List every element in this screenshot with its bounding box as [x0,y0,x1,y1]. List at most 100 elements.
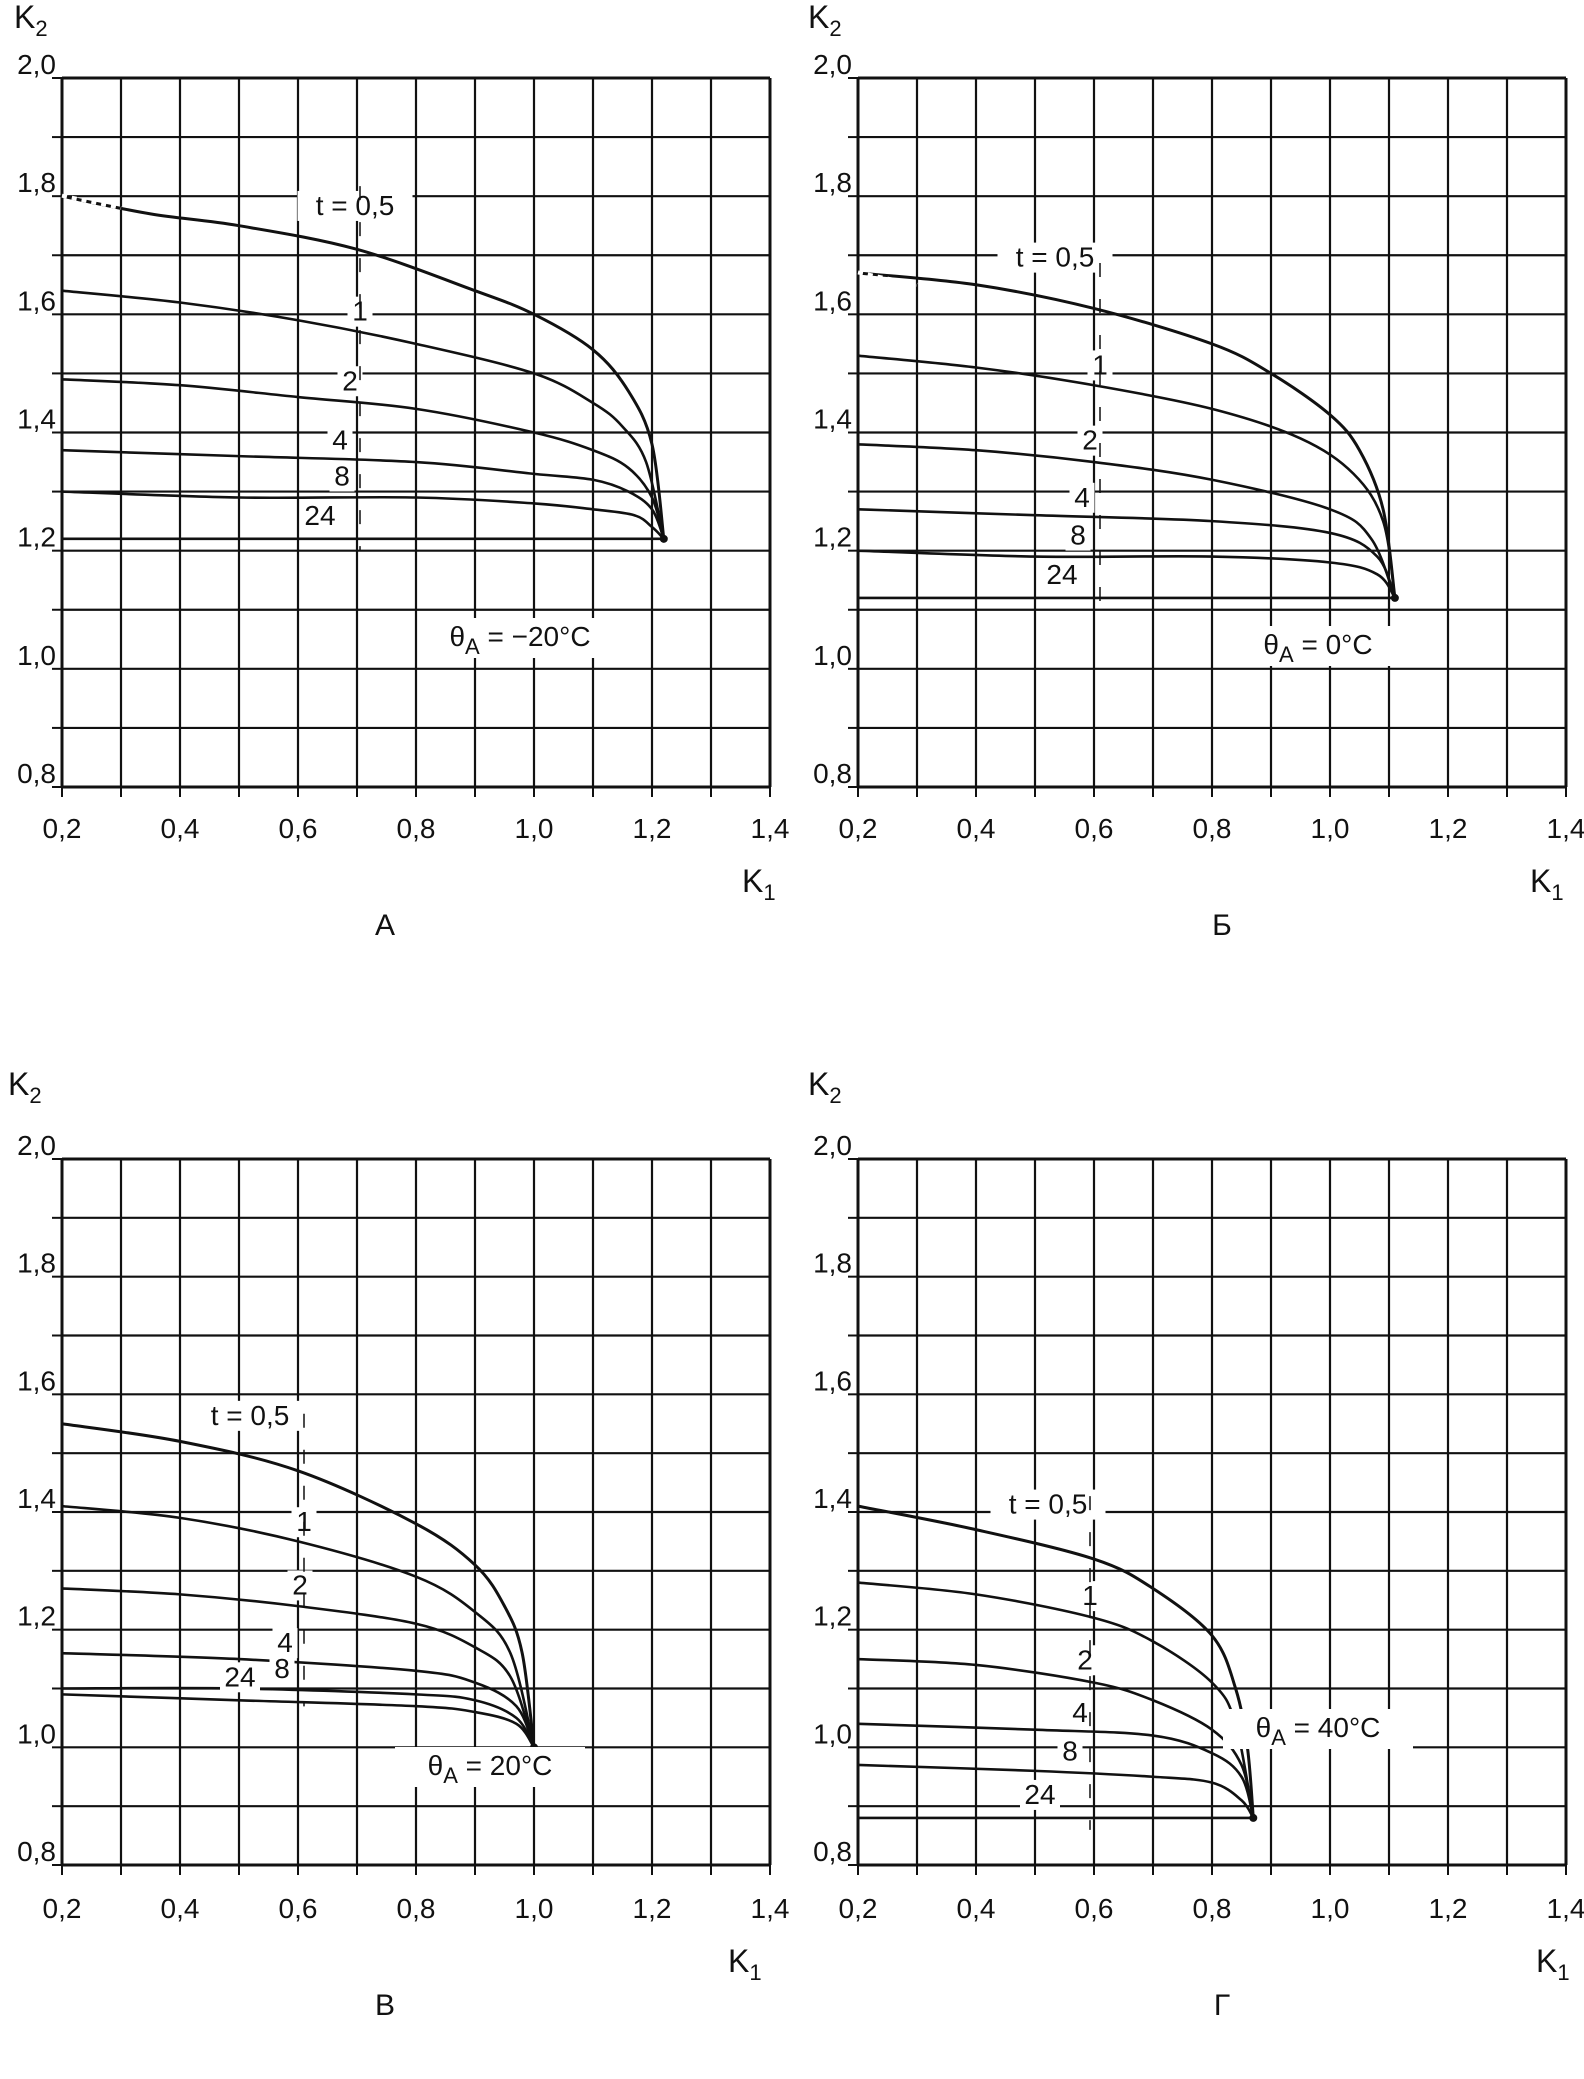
series-line [857,549,1397,599]
x-tick-label: 1,2 [1429,1893,1468,1924]
chart-panel: 0,2 0,4 0,6 0,8 1,0 1,2 1,4 2,0 1,8 1,6 1,4 1,2 1,0 0… [14,0,789,942]
series-label: 8 [274,1653,290,1684]
series-label: t = 0,5 [1016,242,1095,273]
y-tick-label: 0,8 [17,1836,56,1867]
series-label: 8 [1062,1736,1078,1767]
series-label: 2 [292,1569,308,1600]
series-label-background [192,1400,308,1431]
y-tick-label: 1,2 [813,1601,852,1632]
series-line [857,354,1397,599]
ambient-temperature-label: θA = 0°C [1263,629,1372,667]
x-tick-label: 0,4 [161,813,200,844]
y-tick-label: 1,2 [17,522,56,553]
series-label-background [1057,1736,1083,1767]
y-tick-label: 1,6 [813,285,852,316]
ambient-theta: θ [428,1750,444,1781]
series-label: 24 [304,500,335,531]
y-tick-label: 0,8 [813,758,852,789]
y-tick-label: 2,0 [17,49,56,80]
series-label-background [327,425,353,456]
series-line [61,1686,536,1748]
series-label-background [997,242,1113,273]
series-label: t = 0,5 [1009,1489,1088,1520]
y-tick-label: 2,0 [813,1130,852,1161]
y-tick-label: 1,6 [813,1365,852,1396]
series-label-background [329,461,355,492]
x-axis-label-main: K [1530,863,1551,899]
y-axis-label: K2 [14,0,48,41]
chart-panel: 0,2 0,4 0,6 0,8 1,0 1,2 1,4 2,0 1,8 1,6 1,4 1,2 1,0 0… [808,1066,1584,2022]
series-label: 24 [1024,1779,1055,1810]
x-tick-label: 0,4 [161,1893,200,1924]
series-label-background [1067,1697,1093,1728]
x-tick-label: 1,2 [633,813,672,844]
y-tick-label: 2,0 [17,1130,56,1161]
series-label-background [220,1662,260,1693]
convergence-point [1249,1813,1258,1822]
x-tick-label: 1,0 [1311,813,1350,844]
series-line [857,443,1397,599]
ambient-theta: θ [1263,629,1279,660]
y-tick-label: 1,2 [813,522,852,553]
series-line [61,490,665,540]
series-label: 8 [1070,520,1086,551]
y-tick-label: 1,8 [813,1248,852,1279]
ambient-temperature-label: θA = 40°C [1256,1712,1381,1750]
series-line [61,1422,536,1748]
annotation-background [1223,1709,1413,1749]
x-tick-label: 0,8 [1193,1893,1232,1924]
series-line [61,1504,536,1748]
series-line [61,1693,536,1749]
y-axis-label-subscript: 2 [829,1083,841,1108]
y-tick-label: 0,8 [813,1836,852,1867]
y-tick-label: 1,2 [17,1601,56,1632]
ambient-value: = 40°C [1286,1712,1380,1743]
series-label: 24 [224,1661,255,1692]
series-label: 2 [1077,1644,1093,1675]
x-tick-label: 0,4 [957,1893,996,1924]
y-tick-label: 1,4 [17,1483,56,1514]
series-label: 4 [332,425,348,456]
series-line [857,1763,1255,1819]
series-label: t = 0,5 [316,190,395,221]
ambient-subscript: A [1279,642,1294,667]
chart-panel: 0,2 0,4 0,6 0,8 1,0 1,2 1,4 2,0 1,8 1,6 1,4 1,2 1,0 0… [8,1066,789,2022]
series-line [61,194,666,540]
series-line [857,1722,1255,1819]
ambient-value: = −20°C [480,621,591,652]
ambient-value: = 0°C [1294,629,1373,660]
x-tick-label: 0,2 [43,813,82,844]
series-label-background [300,500,340,531]
x-tick-label: 0,8 [397,813,436,844]
convergence-point [659,534,668,543]
series-line [857,271,1397,599]
y-tick-label: 1,6 [17,1365,56,1396]
x-tick-label: 1,0 [515,1893,554,1924]
series-label: 1 [1092,349,1108,380]
annotation-background [395,1747,585,1787]
x-tick-label: 1,4 [751,813,790,844]
y-axis-label: K2 [808,1066,842,1108]
ambient-value: = 20°C [458,1750,552,1781]
x-tick-label: 1,0 [515,813,554,844]
x-axis-label-main: K [728,1943,749,1979]
series-label: 4 [277,1627,293,1658]
series-label: 8 [334,460,350,491]
x-tick-label: 1,4 [1547,813,1584,844]
y-tick-label: 2,0 [813,49,852,80]
series-label-background [1042,559,1082,590]
annotation-background [1223,626,1413,666]
series-line [61,448,666,540]
x-axis-label-subscript: 1 [1557,1960,1569,1985]
y-tick-label: 1,0 [813,1718,852,1749]
series-label-background [1069,482,1095,513]
series-label: 2 [342,365,358,396]
series-label: 1 [1082,1580,1098,1611]
x-tick-label: 1,2 [633,1893,672,1924]
y-tick-label: 1,8 [813,167,852,198]
x-axis-label: K1 [1530,863,1564,905]
y-tick-label: 1,8 [17,167,56,198]
panel-label: Б [1212,909,1232,942]
series-label: 4 [1072,1697,1088,1728]
